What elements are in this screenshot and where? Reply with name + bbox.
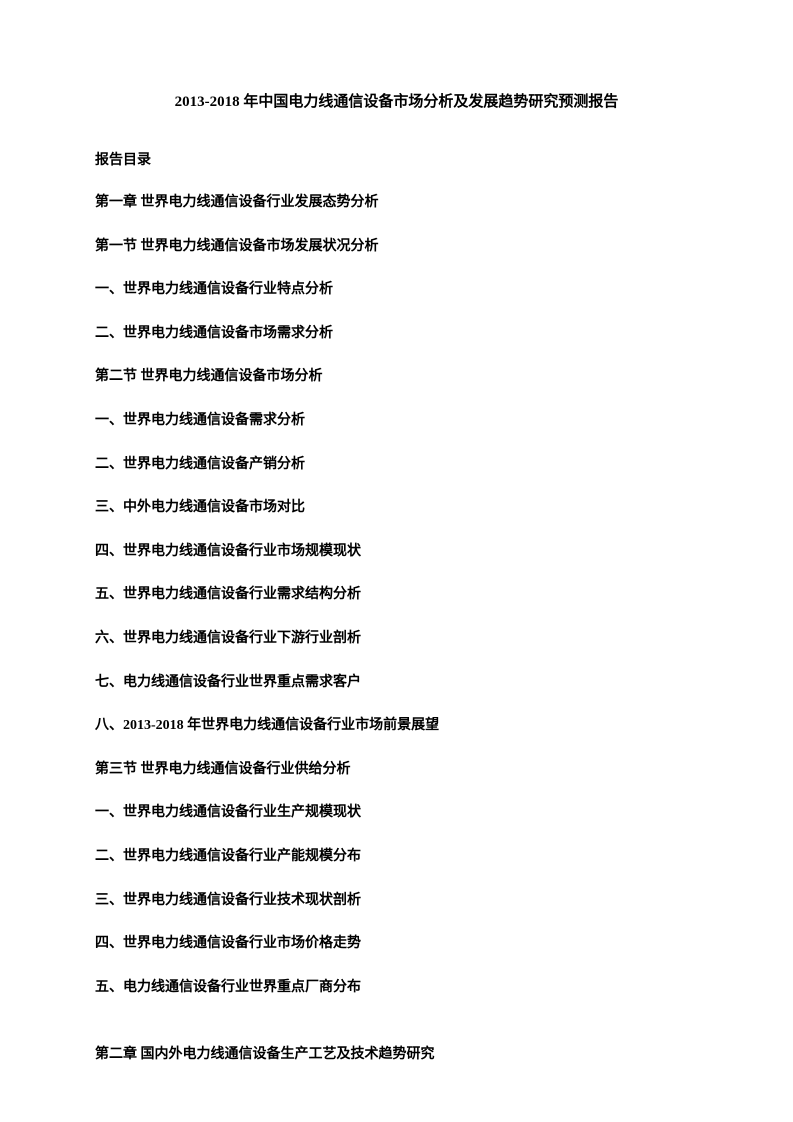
toc-item: 四、世界电力线通信设备行业市场规模现状 — [95, 542, 698, 562]
toc-item: 第一章 世界电力线通信设备行业发展态势分析 — [95, 193, 698, 213]
toc-item: 二、世界电力线通信设备产销分析 — [95, 455, 698, 475]
toc-item: 三、中外电力线通信设备市场对比 — [95, 498, 698, 518]
toc-item: 第三节 世界电力线通信设备行业供给分析 — [95, 760, 698, 780]
report-title: 2013-2018 年中国电力线通信设备市场分析及发展趋势研究预测报告 — [95, 90, 698, 111]
toc-item: 三、世界电力线通信设备行业技术现状剖析 — [95, 891, 698, 911]
toc-item: 一、世界电力线通信设备行业特点分析 — [95, 280, 698, 300]
toc-item: 一、世界电力线通信设备行业生产规模现状 — [95, 803, 698, 823]
toc-item: 五、世界电力线通信设备行业需求结构分析 — [95, 585, 698, 605]
toc-item: 一、世界电力线通信设备需求分析 — [95, 411, 698, 431]
toc-item: 二、世界电力线通信设备市场需求分析 — [95, 324, 698, 344]
toc-item: 第一节 世界电力线通信设备市场发展状况分析 — [95, 237, 698, 257]
toc-item: 七、电力线通信设备行业世界重点需求客户 — [95, 673, 698, 693]
toc-item: 五、电力线通信设备行业世界重点厂商分布 — [95, 978, 698, 998]
toc-item: 二、世界电力线通信设备行业产能规模分布 — [95, 847, 698, 867]
toc-item: 四、世界电力线通信设备行业市场价格走势 — [95, 934, 698, 954]
toc-item: 第二节 世界电力线通信设备市场分析 — [95, 367, 698, 387]
toc-chapter: 第二章 国内外电力线通信设备生产工艺及技术趋势研究 — [95, 1045, 698, 1065]
toc-item: 八、2013-2018 年世界电力线通信设备行业市场前景展望 — [95, 716, 698, 736]
toc-label: 报告目录 — [95, 149, 698, 169]
toc-item: 六、世界电力线通信设备行业下游行业剖析 — [95, 629, 698, 649]
